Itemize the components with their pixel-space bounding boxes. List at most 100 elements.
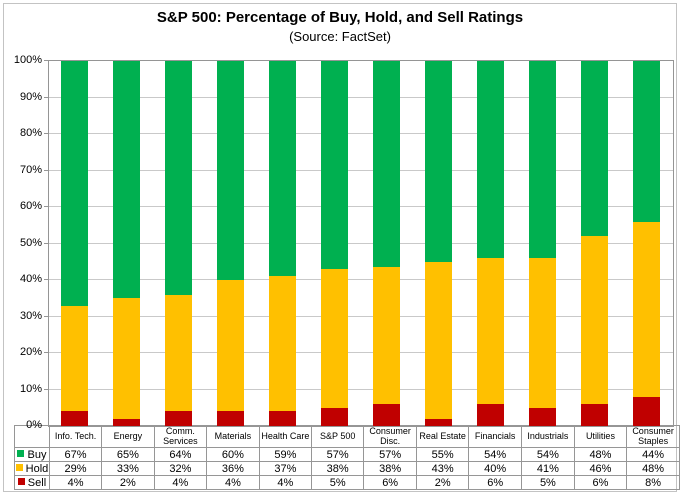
bar-segment-sell [633,396,660,426]
bar-segment-buy [165,61,192,295]
stacked-bar-industrials [529,61,556,426]
sell-swatch-icon [17,478,25,486]
bar-segment-buy [321,61,348,270]
y-axis-tick [44,133,49,134]
value-cell: 6% [573,475,628,490]
value-cell: 54% [468,447,523,462]
value-cell: 41% [521,461,575,476]
bar-segment-sell [61,411,88,426]
bar-segment-buy [113,61,140,299]
value-cell: 33% [101,461,155,476]
stacked-bar-utilities [581,61,608,426]
value-cell: 2% [415,475,470,490]
value-cell: 38% [311,461,365,476]
value-cell: 2% [101,475,155,490]
category-cell-info-tech: Info. Tech. [48,425,103,448]
value-cell: 5% [311,475,365,490]
data-table-wrap: Info. Tech. Energy Comm. Services Materials… [14,425,680,490]
y-axis-tick [44,242,49,244]
bar-segment-sell [217,411,244,426]
y-axis-tick [44,315,49,317]
value-cell: 46% [573,461,628,476]
value-cell: 4% [48,475,103,490]
bar-segment-buy [269,61,296,277]
gridline-90 [49,96,673,98]
y-axis-label: 10% [19,382,42,395]
bar-segment-sell [477,404,504,426]
value-cell: 67% [48,447,103,462]
bar-segment-sell [425,418,452,426]
y-axis-tick [44,388,49,390]
y-axis-tick [44,206,49,207]
stacked-bar-consumer-disc [373,61,400,426]
legend-cell-buy: Buy [14,447,50,462]
y-axis-tick [44,425,49,426]
bar-segment-buy [581,61,608,237]
category-cell-consumer-disc: Consumer Disc. [363,425,417,448]
y-axis-label: 100% [13,54,42,66]
bar-segment-hold [477,258,504,405]
value-cell: 57% [363,447,417,462]
legend-label: Sell [27,476,47,489]
stacked-bar-energy [113,61,140,426]
gridline-70 [49,169,673,171]
legend-label: Hold [25,462,49,475]
gridline-30 [49,315,673,317]
y-axis-label: 30% [19,309,42,322]
y-axis-label: 70% [19,163,42,176]
y-axis-tick [44,352,49,353]
value-cell: 4% [258,475,313,490]
bar-segment-buy [425,61,452,262]
bar-segment-hold [581,236,608,405]
value-cell: 4% [206,475,260,490]
y-axis-label: 80% [19,127,42,139]
gridline-60 [49,206,673,207]
buy-swatch-icon [17,450,25,458]
bar-segment-buy [217,61,244,280]
value-cell: 43% [415,461,470,476]
value-cell: 55% [415,447,470,462]
value-cell: 5% [521,475,575,490]
y-axis-label: 20% [19,346,42,358]
category-cell-health-care: Health Care [258,425,313,448]
value-cell: 60% [206,447,260,462]
bar-segment-hold [217,280,244,412]
category-cell-s-p-500: S&P 500 [311,425,365,448]
chart-title: S&P 500: Percentage of Buy, Hold, and Se… [156,9,524,26]
bar-segment-sell [581,404,608,426]
value-cell: 65% [101,447,155,462]
category-cell-financials: Financials [468,425,523,448]
stacked-bar-health-care [269,61,296,426]
value-cell: 57% [311,447,365,462]
value-cell: 4% [153,475,208,490]
category-cell-consumer-staples: Consumer Staples [626,425,680,448]
bar-segment-sell [113,418,140,426]
bar-segment-hold [321,269,348,408]
y-axis-tick [44,169,49,171]
bar-segment-sell [529,407,556,426]
y-axis-tick [44,279,49,280]
bar-segment-hold [425,261,452,419]
value-cell: 36% [206,461,260,476]
y-axis-label: 60% [19,200,42,212]
gridline-20 [49,352,673,353]
stacked-bar-comm-services [165,61,192,426]
stacked-bar-s-p-500 [321,61,348,426]
value-cell: 6% [363,475,417,490]
gridline-80 [49,133,673,134]
value-cell: 37% [258,461,313,476]
stacked-bar-financials [477,61,504,426]
value-cell: 44% [626,447,680,462]
bar-segment-sell [373,404,400,426]
plot-area [48,60,674,427]
legend-cell-sell: Sell [14,475,50,490]
value-cell: 32% [153,461,208,476]
category-cell-energy: Energy [101,425,155,448]
y-axis-tick [44,60,49,61]
bar-segment-hold [113,298,140,419]
y-axis-tick [44,96,49,98]
legend-label: Buy [27,448,47,461]
bar-segment-buy [529,61,556,259]
value-cell: 40% [468,461,523,476]
